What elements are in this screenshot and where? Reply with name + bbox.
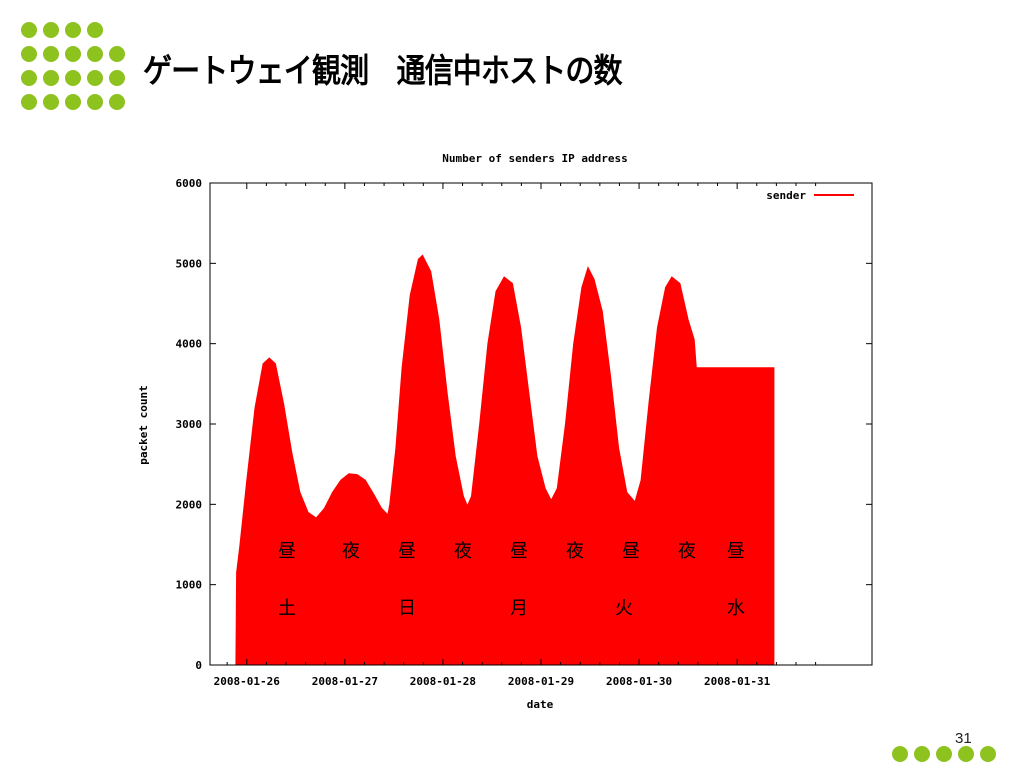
y-tick-label: 1000 bbox=[176, 579, 203, 592]
dot-icon bbox=[109, 94, 125, 110]
dot-icon bbox=[87, 94, 103, 110]
legend-label: sender bbox=[766, 189, 806, 202]
y-axis-label: packet count bbox=[137, 385, 150, 464]
x-tick-label: 2008-01-31 bbox=[704, 675, 771, 688]
dot-icon bbox=[65, 22, 81, 38]
x-tick-label: 2008-01-29 bbox=[508, 675, 574, 688]
dot-icon bbox=[936, 746, 952, 762]
period-annotation: 夜 bbox=[454, 541, 472, 562]
dot-icon bbox=[43, 70, 59, 86]
dot-icon bbox=[109, 46, 125, 62]
x-tick-label: 2008-01-28 bbox=[410, 675, 476, 688]
weekday-annotation: 土 bbox=[278, 598, 296, 619]
weekday-annotation: 日 bbox=[398, 598, 416, 619]
weekday-annotation: 月 bbox=[510, 598, 528, 619]
page-number: 31 bbox=[955, 730, 972, 747]
period-annotation: 夜 bbox=[566, 541, 584, 562]
period-annotation: 夜 bbox=[678, 541, 696, 562]
slide-title: ゲートウェイ観測 通信中ホストの数 bbox=[143, 51, 623, 90]
chart-title: Number of senders IP address bbox=[442, 152, 627, 165]
dot-icon bbox=[87, 22, 103, 38]
dot-icon bbox=[43, 94, 59, 110]
y-tick-label: 2000 bbox=[176, 498, 203, 511]
dot-icon bbox=[914, 746, 930, 762]
dot-icon bbox=[43, 22, 59, 38]
weekday-annotation: 水 bbox=[727, 598, 745, 619]
dot-icon bbox=[43, 46, 59, 62]
dot-icon bbox=[65, 70, 81, 86]
period-annotation: 夜 bbox=[342, 541, 360, 562]
dot-icon bbox=[65, 94, 81, 110]
dot-icon bbox=[21, 22, 37, 38]
y-tick-label: 4000 bbox=[176, 338, 203, 351]
dot-icon bbox=[87, 70, 103, 86]
y-tick-label: 3000 bbox=[176, 418, 203, 431]
period-annotation: 昼 bbox=[398, 541, 416, 562]
dot-icon bbox=[109, 70, 125, 86]
dot-icon bbox=[958, 746, 974, 762]
dot-icon bbox=[21, 70, 37, 86]
dot-icon bbox=[21, 94, 37, 110]
dot-icon bbox=[65, 46, 81, 62]
period-annotation: 昼 bbox=[727, 541, 745, 562]
y-tick-label: 0 bbox=[195, 659, 202, 672]
chart-container: Number of senders IP address packet coun… bbox=[130, 140, 890, 720]
series-area-0 bbox=[210, 254, 775, 666]
x-axis-label: date bbox=[527, 698, 554, 711]
x-tick-label: 2008-01-26 bbox=[214, 675, 281, 688]
dot-icon bbox=[892, 746, 908, 762]
weekday-annotation: 火 bbox=[615, 598, 633, 619]
y-tick-label: 5000 bbox=[176, 257, 203, 270]
period-annotation: 昼 bbox=[278, 541, 296, 562]
dot-icon bbox=[980, 746, 996, 762]
x-tick-label: 2008-01-30 bbox=[606, 675, 672, 688]
x-tick-label: 2008-01-27 bbox=[312, 675, 378, 688]
area-chart: Number of senders IP address packet coun… bbox=[137, 152, 873, 711]
y-tick-label: 6000 bbox=[176, 177, 203, 190]
dot-icon bbox=[21, 46, 37, 62]
period-annotation: 昼 bbox=[622, 541, 640, 562]
period-annotation: 昼 bbox=[510, 541, 528, 562]
dot-icon bbox=[87, 46, 103, 62]
